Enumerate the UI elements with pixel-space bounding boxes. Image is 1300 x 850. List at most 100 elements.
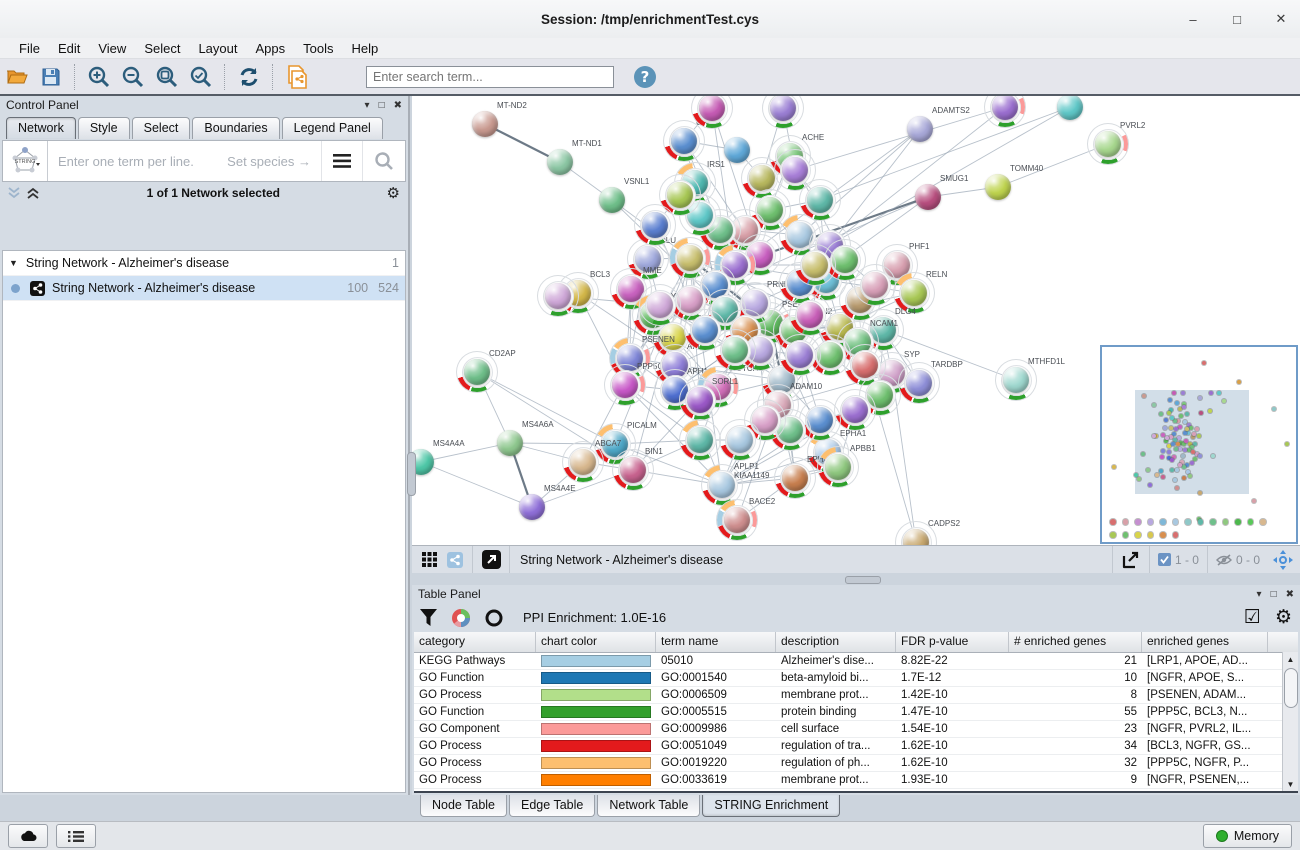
open-in-window-icon[interactable] [477,545,505,575]
tab-edge-table[interactable]: Edge Table [509,795,595,817]
network-node-sorl1[interactable] [680,380,720,420]
grid-view-icon[interactable] [416,545,442,575]
table-row[interactable]: GO ComponentGO:0009986cell surface1.54E-… [414,721,1298,738]
network-node[interactable] [790,295,830,335]
table-row[interactable]: GO ProcessGO:0033619membrane prot...1.93… [414,772,1298,789]
network-collection-row[interactable]: ▼ String Network - Alzheimer's disease 1 [3,251,405,276]
network-node-tardbp[interactable] [899,363,939,403]
tree-expand-icon[interactable]: ▼ [9,258,18,268]
network-node-abca7[interactable] [563,442,603,482]
refresh-icon[interactable] [232,62,266,92]
table-row[interactable]: GO FunctionGO:0001540beta-amyloid bi...1… [414,670,1298,687]
task-list-button[interactable] [56,824,96,848]
tab-string-enrichment[interactable]: STRING Enrichment [702,795,840,817]
tab-boundaries[interactable]: Boundaries [192,117,279,139]
share-network-icon[interactable] [442,545,468,575]
task-history-button[interactable] [8,824,48,848]
scroll-up-icon[interactable]: ▲ [1283,652,1298,666]
minimize-button[interactable]: – [1184,12,1202,27]
table-settings-gear-icon[interactable]: ⚙ [1275,606,1292,629]
table-row[interactable]: GO ProcessGO:0050435beta-amyloid m...2.0… [414,789,1298,793]
network-node-mthfd1l[interactable] [996,360,1036,400]
network-node[interactable] [720,420,760,460]
column-header-description[interactable]: description [776,632,896,652]
string-options-icon[interactable] [321,141,362,181]
maximize-button[interactable]: □ [1228,12,1246,27]
network-node-vsnl1[interactable] [599,187,625,213]
network-node[interactable] [800,180,840,220]
panel-float-icon[interactable]: □ [379,100,385,111]
column-header-term-name[interactable]: term name [656,632,776,652]
network-node-ms4a6a[interactable] [497,430,523,456]
network-node[interactable] [538,276,578,316]
export-network-icon[interactable] [1117,545,1145,575]
table-panel-float-icon[interactable]: □ [1271,589,1277,600]
string-search-icon[interactable] [362,141,405,181]
help-icon[interactable]: ? [628,62,662,92]
tab-select[interactable]: Select [132,117,191,139]
filter-icon[interactable] [420,609,437,626]
network-node[interactable] [780,335,820,375]
network-node-bace2[interactable] [717,500,757,540]
zoom-in-icon[interactable] [82,62,116,92]
network-node-pvrl2[interactable] [1088,124,1128,164]
menu-tools[interactable]: Tools [294,41,342,56]
column-header-category[interactable]: category [414,632,536,652]
save-icon[interactable] [34,62,68,92]
open-folder-icon[interactable] [0,62,34,92]
network-options-gear-icon[interactable]: ⚙ [387,184,400,202]
network-node-epha5[interactable] [775,458,815,498]
network-node[interactable] [680,420,720,460]
network-node[interactable] [724,137,750,163]
menu-apps[interactable]: Apps [247,41,295,56]
tab-style[interactable]: Style [78,117,130,139]
network-node-smug1[interactable] [915,184,941,210]
network-node-adamts2[interactable] [907,116,933,142]
network-node[interactable] [640,285,680,325]
tab-legend-panel[interactable]: Legend Panel [282,117,383,139]
string-term-input[interactable]: Enter one term per line. Set species → [48,141,321,181]
menu-help[interactable]: Help [343,41,388,56]
zoom-selected-icon[interactable] [184,62,218,92]
table-row[interactable]: GO ProcessGO:0051049regulation of tra...… [414,738,1298,755]
search-input[interactable] [366,66,614,88]
column-header-FDR-p-value[interactable]: FDR p-value [896,632,1009,652]
network-node[interactable] [635,205,675,245]
network-row[interactable]: String Network - Alzheimer's disease 100… [3,276,405,301]
panel-close-icon[interactable]: ✖ [394,100,402,111]
network-node-ms4a4e[interactable] [519,494,545,520]
column-header-chart-color[interactable]: chart color [536,632,656,652]
pan-navigation-icon[interactable] [1272,549,1294,571]
network-node-mt-nd2[interactable] [472,111,498,137]
vertical-splitter-handle[interactable] [407,452,416,496]
menu-file[interactable]: File [10,41,49,56]
table-row[interactable]: GO FunctionGO:0005515protein binding1.47… [414,704,1298,721]
table-row[interactable]: GO ProcessGO:0006509membrane prot...1.42… [414,687,1298,704]
string-logo-icon[interactable]: STRING [3,141,48,181]
table-row[interactable]: GO ProcessGO:0019220regulation of ph...1… [414,755,1298,772]
close-button[interactable]: ✕ [1272,11,1290,27]
tab-network-table[interactable]: Network Table [597,795,700,817]
menu-edit[interactable]: Edit [49,41,89,56]
copy-network-icon[interactable] [280,62,314,92]
species-hint[interactable]: Set species → [227,154,311,169]
table-panel-menu-icon[interactable]: ▾ [1257,589,1262,600]
scroll-down-icon[interactable]: ▼ [1283,777,1298,791]
table-scrollbar[interactable]: ▲ ▼ [1282,652,1298,791]
birdseye-view[interactable] [1100,345,1298,544]
table-row[interactable]: KEGG Pathways05010Alzheimer's dise...8.8… [414,653,1298,670]
network-node-bin1[interactable] [613,450,653,490]
network-node-ppp5c[interactable] [605,365,645,405]
menu-view[interactable]: View [89,41,135,56]
network-node-mt-nd1[interactable] [547,149,573,175]
column-header-enriched-genes[interactable]: enriched genes [1142,632,1268,652]
menu-select[interactable]: Select [135,41,189,56]
scrollbar-thumb[interactable] [1284,668,1298,708]
chart-donut-icon[interactable] [451,608,471,628]
network-node-cd2ap[interactable] [457,352,497,392]
expand-all-icon[interactable] [8,187,21,199]
zoom-out-icon[interactable] [116,62,150,92]
horizontal-splitter-handle[interactable] [845,576,881,584]
memory-button[interactable]: Memory [1203,824,1292,848]
network-node[interactable] [795,245,835,285]
